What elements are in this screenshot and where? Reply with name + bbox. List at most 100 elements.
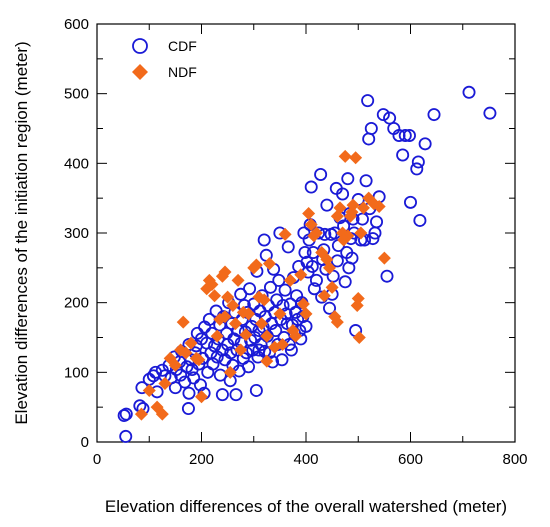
point-cdf bbox=[396, 148, 410, 162]
point-cdf bbox=[336, 187, 350, 201]
point-cdf bbox=[366, 232, 380, 246]
point-ndf bbox=[333, 201, 347, 215]
point-ndf bbox=[323, 261, 337, 275]
point-cdf bbox=[168, 381, 182, 395]
point-cdf bbox=[341, 172, 355, 186]
point-ndf bbox=[179, 346, 193, 360]
point-ndf bbox=[372, 200, 386, 214]
point-ndf bbox=[325, 280, 339, 294]
point-cdf bbox=[362, 132, 376, 146]
y-tick-label: 500 bbox=[64, 86, 89, 103]
point-cdf bbox=[410, 162, 424, 176]
point-cdf bbox=[413, 213, 427, 227]
point-ndf bbox=[345, 205, 359, 219]
point-ndf bbox=[304, 218, 318, 232]
point-ndf bbox=[142, 383, 156, 397]
point-ndf bbox=[239, 328, 253, 342]
point-ndf bbox=[208, 289, 222, 303]
point-cdf bbox=[320, 198, 334, 212]
point-cdf bbox=[215, 388, 229, 402]
point-cdf bbox=[284, 343, 298, 357]
point-ndf bbox=[275, 337, 289, 351]
x-tick-label: 800 bbox=[502, 451, 527, 468]
y-axis-title: Elevation differences of the initiation … bbox=[12, 41, 31, 424]
point-cdf bbox=[242, 360, 256, 374]
y-tick-label: 0 bbox=[81, 434, 89, 451]
point-ndf bbox=[294, 268, 308, 282]
point-cdf bbox=[314, 167, 328, 181]
point-cdf bbox=[338, 275, 352, 289]
point-cdf bbox=[224, 346, 238, 360]
data-points bbox=[117, 85, 497, 443]
point-cdf bbox=[359, 174, 373, 188]
point-ndf bbox=[176, 315, 190, 329]
point-ndf bbox=[134, 407, 148, 421]
y-tick-label: 100 bbox=[64, 364, 89, 381]
point-cdf bbox=[213, 368, 227, 382]
point-ndf bbox=[221, 290, 235, 304]
x-axis-title: Elevation differences of the overall wat… bbox=[105, 497, 507, 516]
point-ndf bbox=[158, 376, 172, 390]
point-cdf bbox=[323, 301, 337, 315]
x-tick-label: 400 bbox=[293, 451, 318, 468]
point-cdf bbox=[243, 282, 257, 296]
point-ndf bbox=[184, 336, 198, 350]
legend-marker-ndf bbox=[132, 64, 148, 80]
series-cdf bbox=[117, 85, 497, 443]
point-ndf bbox=[228, 317, 242, 331]
point-ndf bbox=[296, 297, 310, 311]
point-ndf bbox=[226, 298, 240, 312]
point-ndf bbox=[262, 257, 276, 271]
point-cdf bbox=[201, 365, 215, 379]
point-ndf bbox=[283, 273, 297, 287]
legend-marker-cdf bbox=[132, 38, 148, 54]
point-ndf bbox=[210, 329, 224, 343]
point-ndf bbox=[349, 151, 363, 165]
point-cdf bbox=[418, 137, 432, 151]
point-cdf bbox=[249, 383, 263, 397]
point-cdf bbox=[427, 108, 441, 122]
point-ndf bbox=[260, 329, 274, 343]
point-ndf bbox=[351, 291, 365, 305]
point-cdf bbox=[304, 180, 318, 194]
point-cdf bbox=[181, 402, 195, 416]
point-ndf bbox=[218, 310, 232, 324]
y-tick-label: 600 bbox=[64, 16, 89, 33]
point-ndf bbox=[354, 226, 368, 240]
point-cdf bbox=[263, 280, 277, 294]
point-cdf bbox=[309, 273, 323, 287]
point-ndf bbox=[218, 265, 232, 279]
point-cdf bbox=[182, 386, 196, 400]
point-cdf bbox=[345, 251, 359, 265]
y-tick-label: 400 bbox=[64, 155, 89, 172]
point-ndf bbox=[302, 206, 316, 220]
legend-label-ndf: NDF bbox=[168, 64, 197, 80]
point-ndf bbox=[223, 365, 237, 379]
point-cdf bbox=[305, 259, 319, 273]
point-cdf bbox=[364, 122, 378, 136]
y-tick-label: 200 bbox=[64, 295, 89, 312]
legend-label-cdf: CDF bbox=[168, 38, 197, 54]
point-ndf bbox=[205, 278, 219, 292]
point-cdf bbox=[380, 269, 394, 283]
point-cdf bbox=[376, 108, 390, 122]
point-ndf bbox=[195, 390, 208, 404]
point-cdf bbox=[402, 128, 416, 142]
axis-ticks bbox=[96, 23, 516, 443]
point-cdf bbox=[281, 240, 295, 254]
point-cdf bbox=[119, 407, 133, 421]
point-cdf bbox=[278, 283, 292, 297]
point-ndf bbox=[299, 307, 313, 321]
point-cdf bbox=[119, 429, 133, 443]
point-ndf bbox=[234, 343, 248, 357]
point-cdf bbox=[269, 324, 283, 338]
x-tick-label: 0 bbox=[93, 451, 101, 468]
legend: CDF NDF bbox=[132, 38, 197, 80]
point-cdf bbox=[275, 353, 289, 367]
point-ndf bbox=[330, 315, 344, 329]
y-tick-label: 300 bbox=[64, 225, 89, 242]
point-ndf bbox=[192, 353, 206, 367]
point-cdf bbox=[299, 319, 313, 333]
point-cdf bbox=[483, 106, 497, 120]
